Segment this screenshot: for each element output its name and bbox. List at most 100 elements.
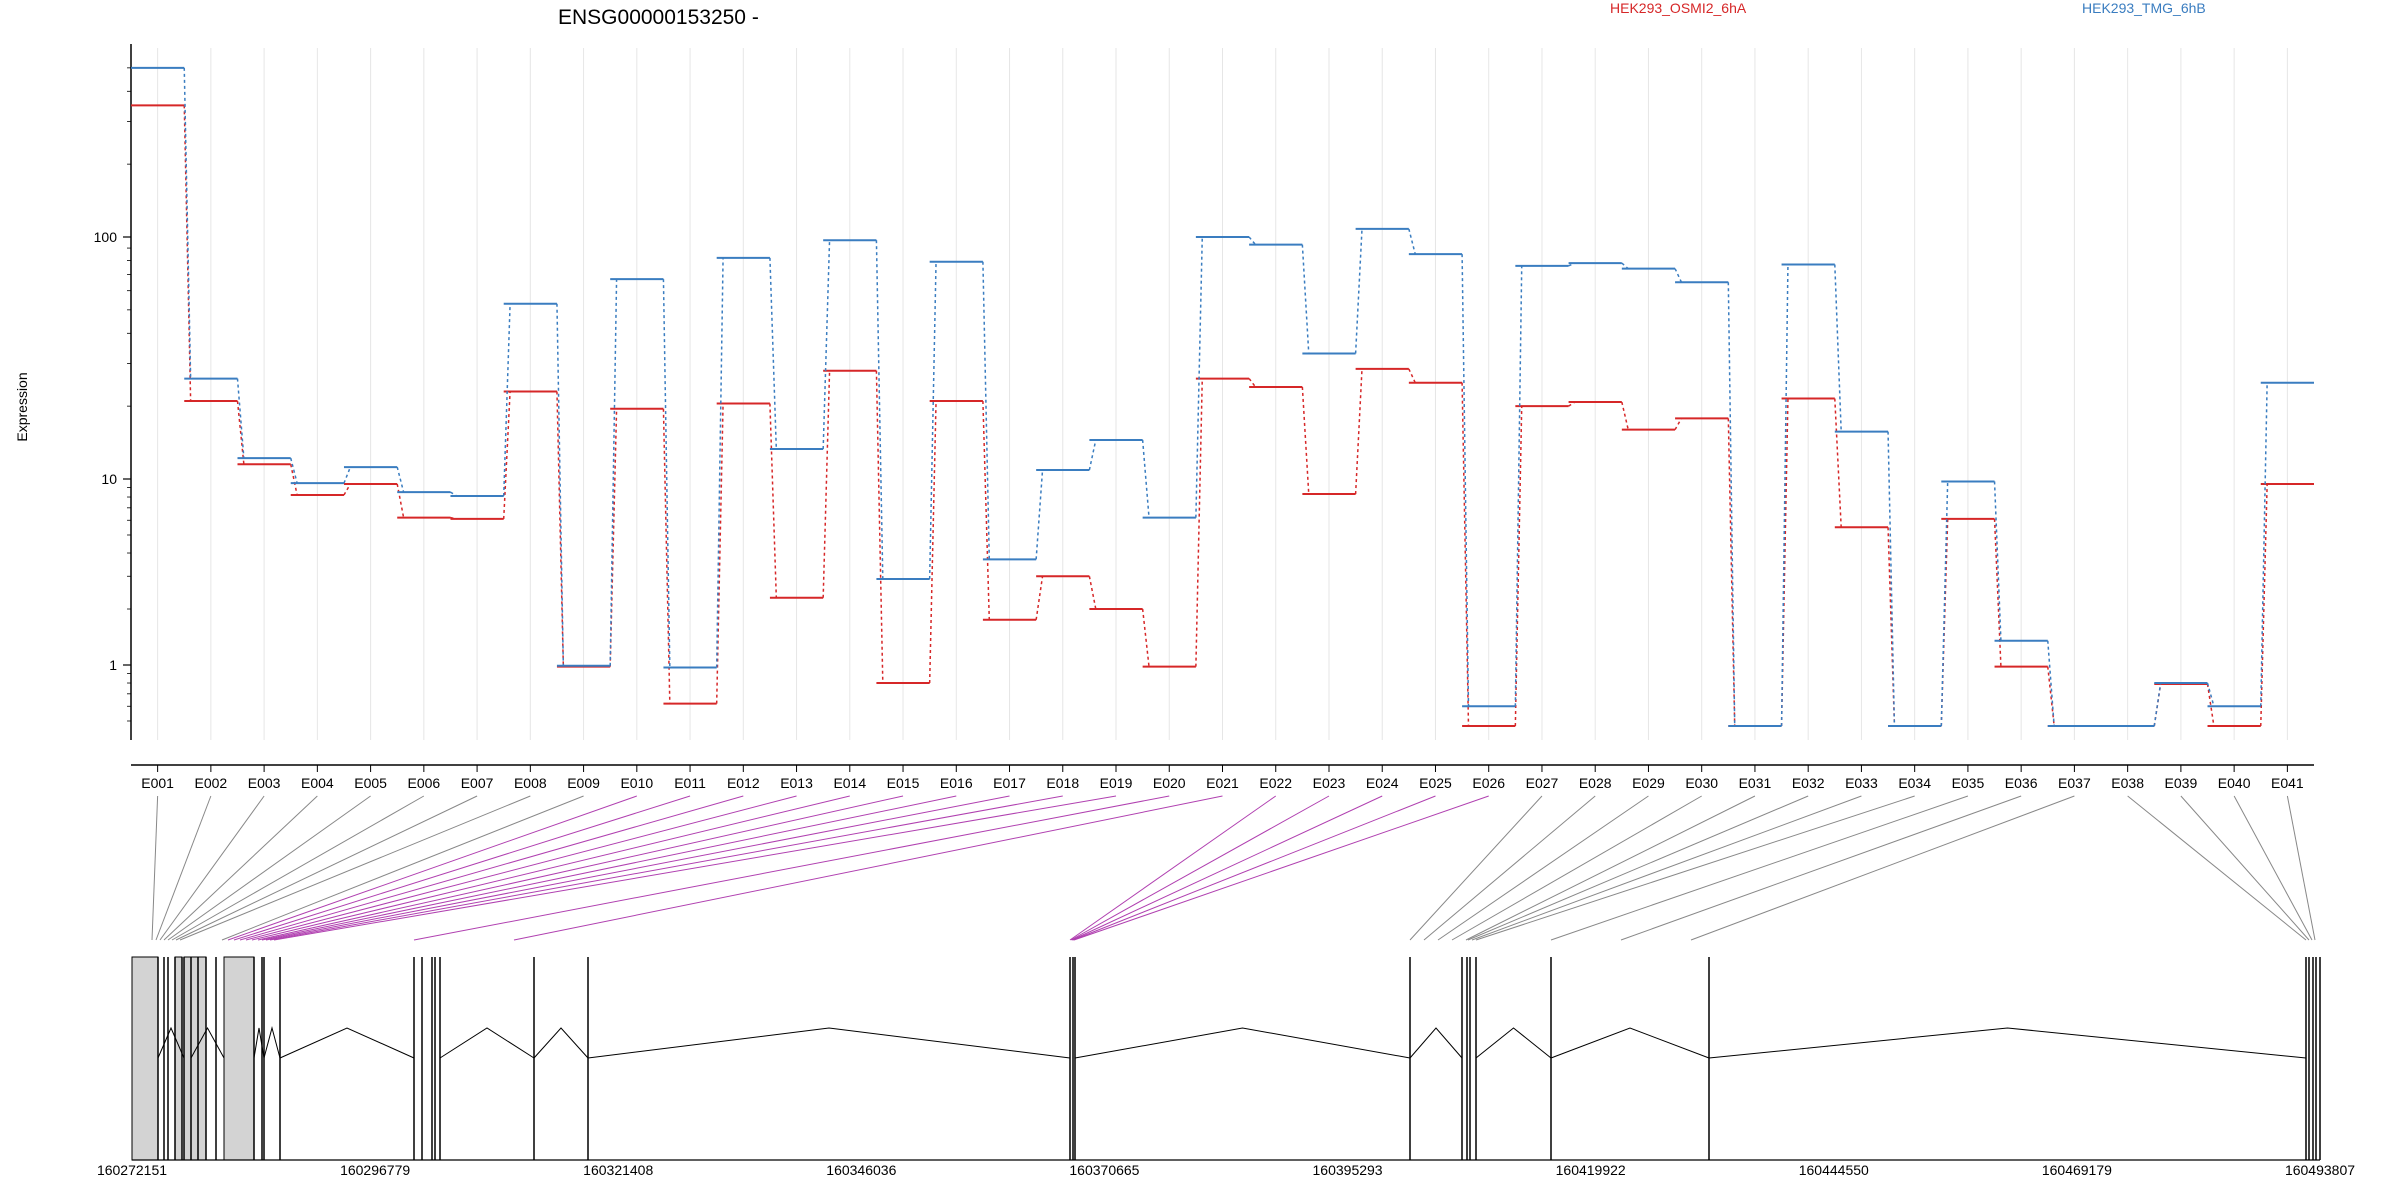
intron-line [1475,1027,1552,1059]
data-transition [1035,576,1044,620]
intron-line [439,1027,535,1059]
connector-line [239,795,744,941]
connector-line [155,795,212,941]
data-transition [875,370,884,684]
connector-line [261,795,957,941]
data-transition [1674,268,1683,283]
exon-block [183,956,207,1161]
data-transition [1141,439,1150,518]
x-tick-label: E009 [567,775,600,791]
x-tick-label: E038 [2111,775,2144,791]
data-transition [982,401,991,620]
connector-line [167,795,371,941]
data-transition [769,403,778,598]
data-transition [715,403,724,704]
genome-tick-label: 160395293 [1313,1162,1383,1178]
connector-line [1471,795,1862,941]
intron-line [263,1026,281,1059]
connector-line [1437,795,1649,941]
x-tick-label: E004 [301,775,334,791]
data-transition [1141,608,1150,667]
intron-line [587,1027,1071,1059]
data-transition [450,516,458,520]
x-tick-label: E034 [1898,775,1931,791]
data-transition [289,464,298,496]
legend-series-1: HEK293_OSMI2_6hA [1610,0,1747,16]
data-transition [1248,378,1257,388]
x-tick-label: E002 [195,775,228,791]
connector-line [227,795,637,941]
data-transition [396,483,405,518]
legend-series-2: HEK293_TMG_6hB [2082,0,2206,16]
genome-tick-label: 160296779 [340,1162,410,1178]
data-transition [1301,386,1310,495]
connector-line [233,795,691,941]
x-tick-label: E033 [1845,775,1878,791]
x-tick-label: E013 [780,775,813,791]
genome-tick-label: 160493807 [2285,1162,2355,1178]
x-tick-label: E010 [620,775,653,791]
x-tick-label: E015 [887,775,920,791]
x-tick-label: E031 [1739,775,1772,791]
intron-line [1550,1027,1710,1059]
genome-tick-label: 160444550 [1799,1162,1869,1178]
x-tick-label: E032 [1792,775,1825,791]
x-tick-label: E023 [1313,775,1346,791]
x-tick-label: E036 [2005,775,2038,791]
x-tick-label: E024 [1366,775,1399,791]
connector-line [1465,795,1756,941]
intron-line [533,1027,589,1059]
connector-line [221,795,584,941]
x-tick-label: E035 [1952,775,1985,791]
x-tick-label: E020 [1153,775,1186,791]
data-transition [715,257,724,668]
connector-line [2127,795,2307,941]
data-transition [1514,265,1523,707]
genome-tick-label: 160272151 [97,1162,167,1178]
data-transition [1674,418,1683,430]
x-tick-label: E012 [727,775,760,791]
data-transition [343,466,352,484]
exon-block [174,956,183,1161]
data-transition [1301,244,1310,354]
connector-line [2180,795,2310,941]
gene-model [131,956,2321,1161]
data-transition [662,408,671,704]
x-tick-label: E021 [1206,775,1239,791]
data-transition [1834,264,1842,432]
data-transition [982,261,991,560]
connector-line [151,795,159,941]
x-tick-label: E003 [248,775,281,791]
connector-line [179,795,531,941]
y-axis-ticks: 1 10 100 [94,67,131,722]
connector-line [2233,795,2313,941]
x-tick-label: E019 [1100,775,1133,791]
intron-line [279,1027,415,1059]
x-tick-label: E026 [1472,775,1505,791]
connector-line [245,795,797,941]
connector-line [1073,795,1489,941]
data-transition [1727,282,1736,727]
data-transition [2153,682,2162,727]
x-tick-label: E027 [1526,775,1559,791]
x-tick-label: E022 [1259,775,1292,791]
connector-line [1072,795,1436,941]
x-tick-label: E005 [354,775,387,791]
x-tick-label: E001 [141,775,174,791]
data-transition [2206,682,2215,707]
y-axis-label: Expression [14,372,30,441]
data-transition [662,279,671,668]
exon-connector-lines [151,795,2316,941]
genome-tick-label: 160370665 [1069,1162,1139,1178]
genome-tick-label: 160469179 [2042,1162,2112,1178]
data-transition [396,466,405,493]
x-axis-ticks: E001 E002 E003 E004 E005 E006 E007 E008 E009 E010… [141,765,2304,791]
data-transition [822,240,831,450]
x-tick-label: E028 [1579,775,1612,791]
data-transition [236,378,245,459]
connector-line [159,795,265,941]
intron-line [253,1027,265,1059]
x-tick-label: E029 [1632,775,1665,791]
connector-line [265,795,1010,941]
data-transition [183,67,192,379]
